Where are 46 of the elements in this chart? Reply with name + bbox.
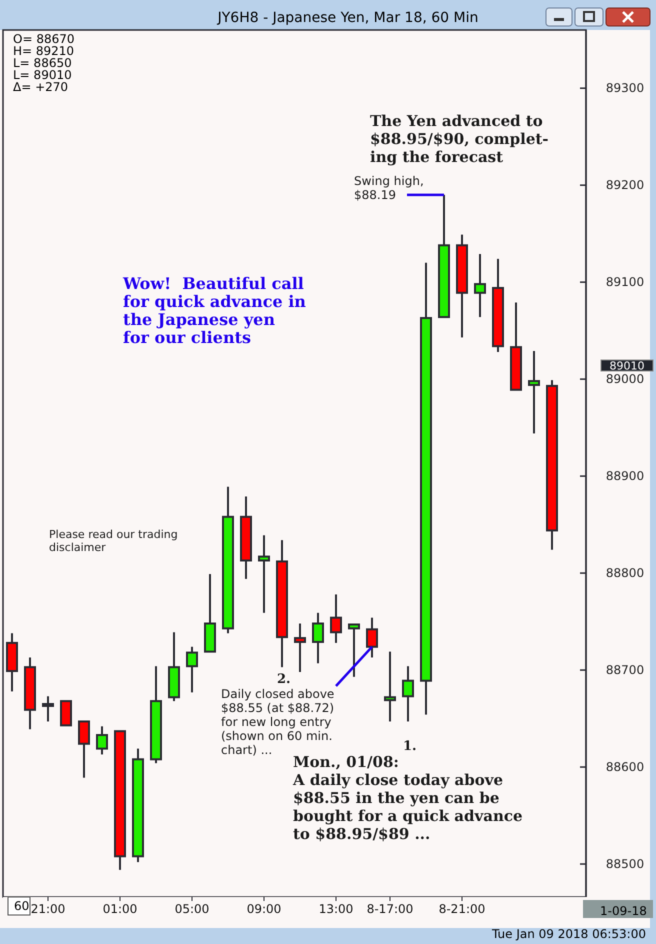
y-tick-label: 89300 (606, 81, 644, 96)
candlestick (312, 612, 324, 664)
chart-title: JY6H8 - Japanese Yen, Mar 18, 60 Min (216, 10, 478, 26)
candlestick (42, 695, 54, 722)
y-tick-label: 89200 (606, 178, 644, 192)
text: 1-09-18 (600, 904, 647, 918)
candlestick (474, 253, 486, 318)
annotation: Please read our trading disclaimer (49, 528, 178, 554)
annotation: L= 89010 (13, 68, 72, 82)
y-tick-label: 89100 (606, 275, 644, 290)
candlestick (528, 350, 540, 434)
text: 60 (14, 899, 30, 913)
candlestick (384, 650, 396, 722)
x-tick-label: 09:00 (246, 902, 282, 916)
x-tick-label: 8-17:00 (366, 902, 414, 916)
candlestick (258, 534, 270, 614)
x-tick-label: 8-21:00 (438, 902, 486, 916)
annotation: H= 89210 (13, 44, 74, 58)
y-tick-label: 89000 (606, 372, 644, 386)
x-tick-label: 13:00 (318, 902, 354, 916)
annotation: Wow! Beautiful call for quick advance in the Japanese yen for our clients (122, 274, 306, 347)
annotation: O= 88670 (13, 32, 74, 46)
y-tick-label: 88500 (606, 857, 644, 872)
candlestick (348, 623, 360, 678)
candlestick (294, 622, 306, 674)
x-tick-label: 21:00 (30, 902, 66, 916)
annotation: L= 88650 (13, 56, 72, 70)
candlestick (96, 725, 108, 756)
y-tick-label: 88600 (606, 760, 644, 774)
text: 89010 (610, 360, 644, 372)
annotation: 2. (277, 672, 291, 687)
annotation: Δ= +270 (13, 80, 68, 94)
annotation: The Yen advanced to $88.95/$90, complet- ing the forecast (370, 112, 549, 166)
candlestick (366, 616, 378, 658)
x-tick-label: 05:00 (174, 902, 210, 916)
candlestick (402, 665, 414, 722)
candlestick (78, 720, 90, 779)
annotation: Swing high, $88.19 (354, 174, 424, 202)
y-tick-label: 88800 (606, 566, 644, 580)
candlestick (330, 593, 342, 644)
annotation: 1. (403, 739, 417, 754)
candlestick (186, 646, 198, 694)
text: Tue Jan 09 2018 06:53:00 (491, 927, 646, 941)
y-tick-label: 88900 (606, 469, 644, 484)
x-tick-label: 01:00 (102, 902, 138, 916)
y-tick-label: 88700 (606, 663, 644, 678)
